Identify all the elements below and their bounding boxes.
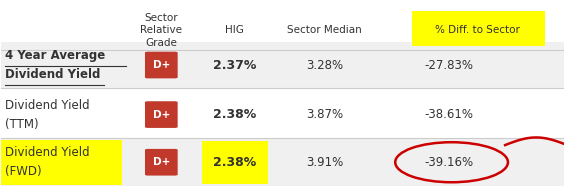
FancyBboxPatch shape — [1, 42, 564, 88]
Text: 3.91%: 3.91% — [306, 156, 344, 169]
Text: (TTM): (TTM) — [5, 118, 39, 131]
FancyBboxPatch shape — [1, 139, 564, 186]
Text: Dividend Yield: Dividend Yield — [5, 98, 90, 112]
FancyBboxPatch shape — [1, 140, 122, 185]
Text: 3.87%: 3.87% — [306, 108, 344, 121]
Text: Dividend Yield: Dividend Yield — [5, 146, 90, 159]
Text: D+: D+ — [153, 157, 170, 167]
Text: Dividend Yield: Dividend Yield — [5, 68, 101, 81]
Text: 2.38%: 2.38% — [213, 108, 256, 121]
FancyBboxPatch shape — [202, 141, 268, 184]
Text: -38.61%: -38.61% — [424, 108, 473, 121]
Text: % Diff. to Sector: % Diff. to Sector — [434, 25, 519, 35]
FancyBboxPatch shape — [145, 52, 177, 78]
Text: (FWD): (FWD) — [5, 165, 42, 178]
Text: Sector
Relative
Grade: Sector Relative Grade — [140, 13, 182, 48]
Text: 4 Year Average: 4 Year Average — [5, 49, 106, 62]
Text: D+: D+ — [153, 110, 170, 120]
Text: 3.28%: 3.28% — [306, 59, 344, 72]
Text: HIG: HIG — [225, 25, 244, 35]
Text: 2.37%: 2.37% — [213, 59, 257, 72]
Text: -27.83%: -27.83% — [424, 59, 473, 72]
Text: 2.38%: 2.38% — [213, 156, 256, 169]
FancyBboxPatch shape — [145, 101, 177, 128]
Text: Sector Median: Sector Median — [288, 25, 362, 35]
Text: -39.16%: -39.16% — [424, 156, 473, 169]
Text: D+: D+ — [153, 60, 170, 70]
FancyBboxPatch shape — [412, 11, 545, 46]
FancyBboxPatch shape — [145, 149, 177, 175]
FancyBboxPatch shape — [1, 91, 564, 138]
